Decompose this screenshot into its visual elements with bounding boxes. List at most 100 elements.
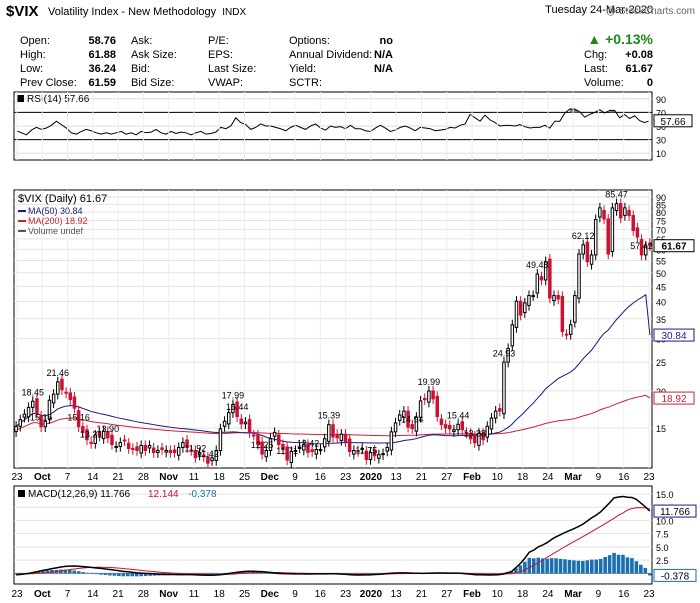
candle-body <box>518 300 523 316</box>
candle-body <box>285 446 289 461</box>
macd-x-tick-label: 9 <box>596 589 602 600</box>
candle-body <box>156 449 160 454</box>
price-tick-label: 85 <box>656 200 666 210</box>
candle-body <box>627 209 631 217</box>
price-x-tick-label: 9 <box>596 472 602 483</box>
price-x-tick-label: Dec <box>261 472 280 483</box>
macd-histogram-bar <box>589 559 594 574</box>
price-annotation-label: 16.44 <box>226 402 249 412</box>
candle-body <box>164 449 168 453</box>
macd-x-tick-label: 18 <box>517 589 529 600</box>
candle-body <box>481 432 485 441</box>
price-legend-item: MA(50) 30.84 <box>28 206 83 216</box>
ask-size-label: Ask Size: <box>131 49 177 61</box>
price-x-tick-label: 21 <box>113 472 125 483</box>
price-x-tick-label: 23 <box>340 472 352 483</box>
price-x-tick-label: 23 <box>11 472 23 483</box>
candle-body <box>289 451 294 464</box>
candle-body <box>648 242 652 247</box>
candle-body <box>297 446 302 449</box>
macd-histogram-bar <box>563 559 567 574</box>
candle-body <box>506 347 510 363</box>
macd-histogram-bar <box>143 573 148 577</box>
candle-body <box>410 424 414 430</box>
candle-body <box>22 413 27 418</box>
macd-histogram-bar <box>527 557 532 574</box>
candle-body <box>581 244 585 255</box>
rsi-line <box>16 108 650 136</box>
macd-histogram-bar <box>264 573 268 574</box>
macd-x-tick-label: 16 <box>618 589 630 600</box>
rsi-overbought-fill <box>569 109 580 113</box>
macd-histogram-bar <box>603 556 607 574</box>
price-x-tick-label: Feb <box>463 472 481 483</box>
candle-body <box>485 425 490 438</box>
candle-body <box>68 392 73 401</box>
candle-body <box>110 434 114 445</box>
rsi-value-label: 57.66 <box>660 117 685 128</box>
candle-body <box>560 295 565 333</box>
price-annotation-label: 11.42 <box>197 449 219 459</box>
macd-histogram-bar <box>81 572 85 574</box>
price-x-tick-label: 18 <box>214 472 226 483</box>
candle-body <box>101 430 106 440</box>
rsi-legend: RSI(14) 57.66 <box>27 94 90 105</box>
candle-body <box>151 447 156 454</box>
macd-x-tick-label: Oct <box>34 589 51 600</box>
price-tick-label: 90 <box>656 193 666 203</box>
price-x-tick-label: 24 <box>542 472 554 483</box>
price-annotation-label: 24.93 <box>493 349 516 359</box>
macd-histogram-bar <box>215 573 219 574</box>
candle-body <box>81 426 85 433</box>
price-annotation-label: 15.39 <box>318 411 341 421</box>
macd-x-tick-label: Nov <box>159 589 178 600</box>
macd-histogram-bar <box>607 555 612 574</box>
chg-label: Chg: <box>584 49 608 61</box>
macd-histogram-bar <box>36 571 41 574</box>
candle-body <box>239 418 244 425</box>
price-tick-label: 35 <box>656 315 666 325</box>
candle-body <box>439 418 444 426</box>
candle-body <box>460 421 465 431</box>
macd-histogram-bar <box>139 573 143 577</box>
high-label: High: <box>20 49 46 61</box>
candle-body <box>260 441 264 455</box>
candle-body <box>464 431 469 434</box>
candle-body <box>531 295 535 298</box>
candle-body <box>160 447 164 450</box>
candle-body <box>364 450 369 460</box>
price-tick-label: 55 <box>656 256 666 266</box>
macd-histogram-bar <box>536 557 541 574</box>
macd-x-tick-label: 28 <box>138 589 150 600</box>
yield-label: Yield: <box>289 63 317 75</box>
price-tick-label: 40 <box>656 298 666 308</box>
symbol-title: $VIX <box>6 3 39 20</box>
macd-histogram-bar <box>549 558 554 574</box>
yield-value: N/A <box>374 63 393 75</box>
last-value: 61.67 <box>625 63 653 75</box>
price-annotation-label: 17.99 <box>222 391 245 401</box>
price-tick-label: 45 <box>656 282 666 292</box>
candle-body <box>548 258 552 299</box>
macd-histogram-bar <box>210 573 215 575</box>
macd-histogram-bar <box>639 564 643 574</box>
macd-histogram-bar <box>558 558 563 574</box>
candle-body <box>277 434 281 445</box>
rsi-tick-label: 70 <box>656 108 666 118</box>
candle-body <box>14 425 18 433</box>
macd-histogram-bar <box>219 573 224 574</box>
macd-x-tick-label: 16 <box>315 589 327 600</box>
index-name-text: Volatility Index - New Methodology <box>48 6 217 18</box>
price-x-tick-label: 16 <box>315 472 327 483</box>
macd-x-tick-label: 14 <box>87 589 99 600</box>
candle-body <box>235 401 239 418</box>
candle-body <box>247 419 252 433</box>
candle-body <box>352 449 356 455</box>
macd-histogram-bar <box>63 569 68 574</box>
candle-body <box>306 443 310 453</box>
price-x-tick-label: 11 <box>189 472 200 483</box>
last-size-label: Last Size: <box>208 63 257 75</box>
macd-histogram-bar <box>496 573 500 574</box>
macd-histogram-bar <box>99 573 103 575</box>
candle-body <box>431 390 435 400</box>
